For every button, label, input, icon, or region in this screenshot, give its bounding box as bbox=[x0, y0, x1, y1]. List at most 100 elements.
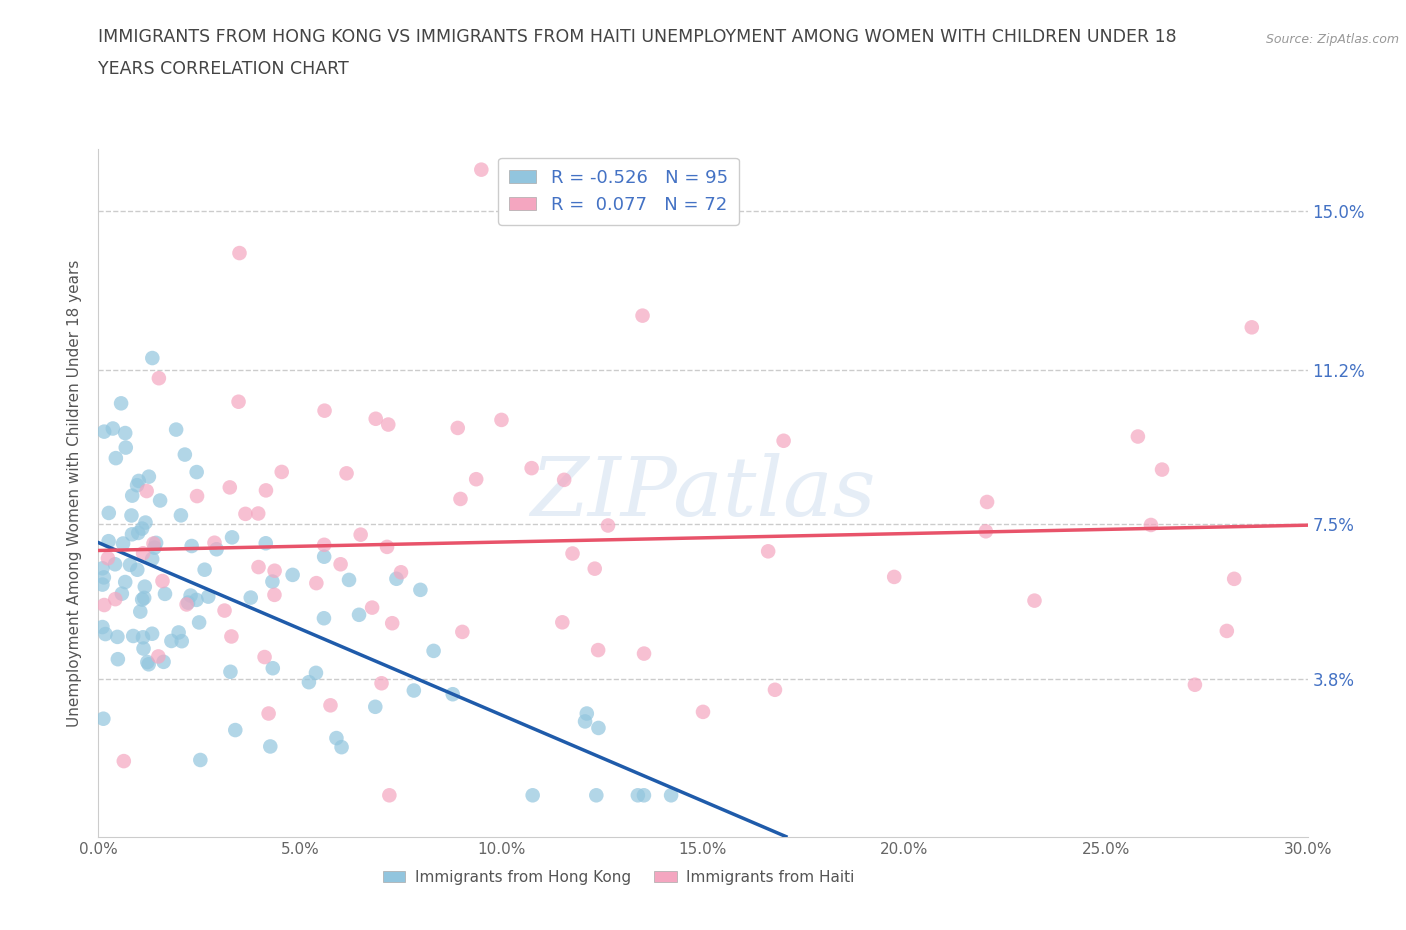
Point bbox=[1216, 623, 1239, 638]
Point bbox=[305, 666, 328, 681]
Point bbox=[451, 624, 474, 639]
Point bbox=[173, 447, 195, 462]
Point bbox=[347, 607, 370, 622]
Point bbox=[91, 578, 114, 592]
Point bbox=[188, 752, 211, 767]
Point bbox=[574, 714, 596, 729]
Point bbox=[160, 633, 183, 648]
Point bbox=[110, 396, 132, 411]
Point bbox=[450, 491, 472, 506]
Point bbox=[132, 546, 155, 561]
Point bbox=[364, 411, 387, 426]
Text: Source: ZipAtlas.com: Source: ZipAtlas.com bbox=[1265, 33, 1399, 46]
Point bbox=[101, 421, 124, 436]
Point bbox=[377, 418, 399, 432]
Point bbox=[441, 686, 464, 701]
Point bbox=[314, 404, 336, 418]
Point bbox=[1126, 429, 1149, 444]
Point bbox=[553, 472, 575, 487]
Point bbox=[239, 591, 262, 605]
Text: ZIPatlas: ZIPatlas bbox=[530, 453, 876, 533]
Point bbox=[575, 706, 598, 721]
Point bbox=[247, 506, 270, 521]
Point bbox=[129, 604, 152, 619]
Point bbox=[257, 706, 280, 721]
Point bbox=[141, 626, 163, 641]
Point bbox=[143, 540, 166, 555]
Point bbox=[262, 574, 284, 589]
Point bbox=[134, 591, 156, 605]
Point bbox=[259, 739, 281, 754]
Point bbox=[314, 538, 336, 552]
Y-axis label: Unemployment Among Women with Children Under 18 years: Unemployment Among Women with Children U… bbox=[67, 259, 83, 726]
Point bbox=[197, 590, 219, 604]
Point bbox=[121, 527, 143, 542]
Point bbox=[188, 615, 211, 630]
Point bbox=[204, 536, 226, 551]
Point bbox=[974, 524, 997, 538]
Point bbox=[402, 683, 425, 698]
Point bbox=[91, 561, 114, 576]
Point bbox=[122, 629, 145, 644]
Point bbox=[180, 538, 202, 553]
Point bbox=[561, 546, 583, 561]
Point bbox=[180, 588, 202, 603]
Point bbox=[422, 644, 444, 658]
Point bbox=[378, 788, 401, 803]
Point bbox=[228, 246, 250, 260]
Point bbox=[214, 604, 236, 618]
Point bbox=[94, 627, 117, 642]
Point bbox=[114, 575, 136, 590]
Point bbox=[522, 788, 544, 803]
Point bbox=[127, 563, 149, 578]
Point bbox=[596, 518, 619, 533]
Point bbox=[520, 460, 543, 475]
Point bbox=[177, 595, 200, 610]
Point bbox=[170, 508, 193, 523]
Point bbox=[152, 655, 174, 670]
Point bbox=[335, 466, 357, 481]
Point bbox=[107, 652, 129, 667]
Point bbox=[218, 480, 240, 495]
Point bbox=[153, 587, 176, 602]
Point bbox=[588, 721, 610, 736]
Point bbox=[1184, 677, 1206, 692]
Point bbox=[152, 574, 174, 589]
Point bbox=[97, 506, 120, 521]
Point bbox=[93, 570, 115, 585]
Point bbox=[128, 473, 150, 488]
Point bbox=[465, 472, 488, 486]
Point bbox=[389, 565, 412, 579]
Point bbox=[270, 464, 292, 479]
Point bbox=[350, 527, 373, 542]
Legend: R = -0.526   N = 95, R =  0.077   N = 72: R = -0.526 N = 95, R = 0.077 N = 72 bbox=[498, 158, 738, 224]
Point bbox=[627, 788, 650, 803]
Point bbox=[221, 629, 243, 644]
Point bbox=[1150, 462, 1173, 477]
Point bbox=[491, 413, 513, 428]
Point bbox=[132, 630, 155, 644]
Point bbox=[583, 561, 606, 576]
Point bbox=[224, 723, 246, 737]
Point bbox=[118, 557, 141, 572]
Point bbox=[263, 564, 285, 578]
Point bbox=[772, 433, 794, 448]
Point bbox=[763, 683, 786, 698]
Point bbox=[756, 544, 779, 559]
Point bbox=[205, 542, 228, 557]
Point bbox=[381, 616, 404, 631]
Point bbox=[1223, 571, 1246, 586]
Point bbox=[93, 598, 115, 613]
Point bbox=[221, 530, 243, 545]
Point bbox=[107, 630, 129, 644]
Point bbox=[330, 739, 353, 754]
Point bbox=[337, 573, 360, 588]
Point bbox=[141, 351, 163, 365]
Point bbox=[659, 788, 682, 803]
Point bbox=[135, 484, 157, 498]
Point bbox=[447, 420, 470, 435]
Point bbox=[121, 508, 143, 523]
Point bbox=[127, 525, 149, 540]
Point bbox=[112, 536, 135, 551]
Point bbox=[131, 521, 153, 536]
